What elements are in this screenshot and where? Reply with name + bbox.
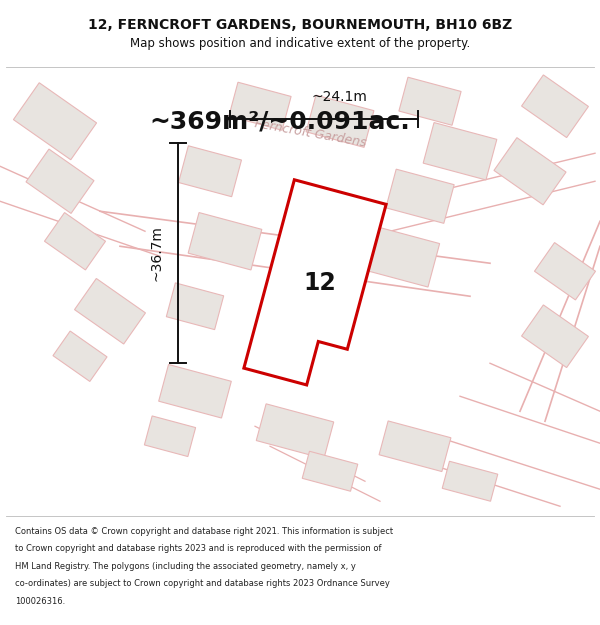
Polygon shape — [379, 421, 451, 472]
Text: ~369m²/~0.091ac.: ~369m²/~0.091ac. — [149, 109, 410, 133]
Polygon shape — [521, 75, 589, 138]
Polygon shape — [423, 122, 497, 180]
Polygon shape — [442, 461, 498, 501]
Polygon shape — [361, 226, 440, 287]
Polygon shape — [386, 169, 454, 223]
Polygon shape — [53, 331, 107, 381]
Polygon shape — [229, 82, 291, 130]
Polygon shape — [535, 242, 596, 300]
Polygon shape — [44, 213, 106, 270]
Polygon shape — [188, 213, 262, 270]
Text: 100026316.: 100026316. — [15, 597, 65, 606]
Text: 12, FERNCROFT GARDENS, BOURNEMOUTH, BH10 6BZ: 12, FERNCROFT GARDENS, BOURNEMOUTH, BH10… — [88, 18, 512, 32]
Polygon shape — [74, 279, 145, 344]
Polygon shape — [145, 416, 196, 456]
Text: HM Land Registry. The polygons (including the associated geometry, namely x, y: HM Land Registry. The polygons (includin… — [15, 562, 356, 571]
Polygon shape — [26, 149, 94, 213]
Polygon shape — [166, 283, 224, 329]
Text: to Crown copyright and database rights 2023 and is reproduced with the permissio: to Crown copyright and database rights 2… — [15, 544, 382, 553]
Polygon shape — [158, 364, 232, 418]
Polygon shape — [13, 82, 97, 160]
Polygon shape — [179, 146, 241, 197]
Text: 12: 12 — [304, 271, 337, 295]
Text: ~36.7m: ~36.7m — [149, 226, 163, 281]
Polygon shape — [306, 95, 374, 148]
Text: Ferncroft Gardens: Ferncroft Gardens — [253, 117, 367, 149]
Polygon shape — [256, 404, 334, 459]
Polygon shape — [399, 78, 461, 125]
Polygon shape — [302, 451, 358, 491]
Polygon shape — [244, 180, 386, 385]
Text: co-ordinates) are subject to Crown copyright and database rights 2023 Ordnance S: co-ordinates) are subject to Crown copyr… — [15, 579, 390, 588]
Polygon shape — [494, 138, 566, 205]
Text: Contains OS data © Crown copyright and database right 2021. This information is : Contains OS data © Crown copyright and d… — [15, 527, 393, 536]
Text: ~24.1m: ~24.1m — [311, 90, 367, 104]
Polygon shape — [521, 305, 589, 368]
Text: Map shows position and indicative extent of the property.: Map shows position and indicative extent… — [130, 38, 470, 50]
